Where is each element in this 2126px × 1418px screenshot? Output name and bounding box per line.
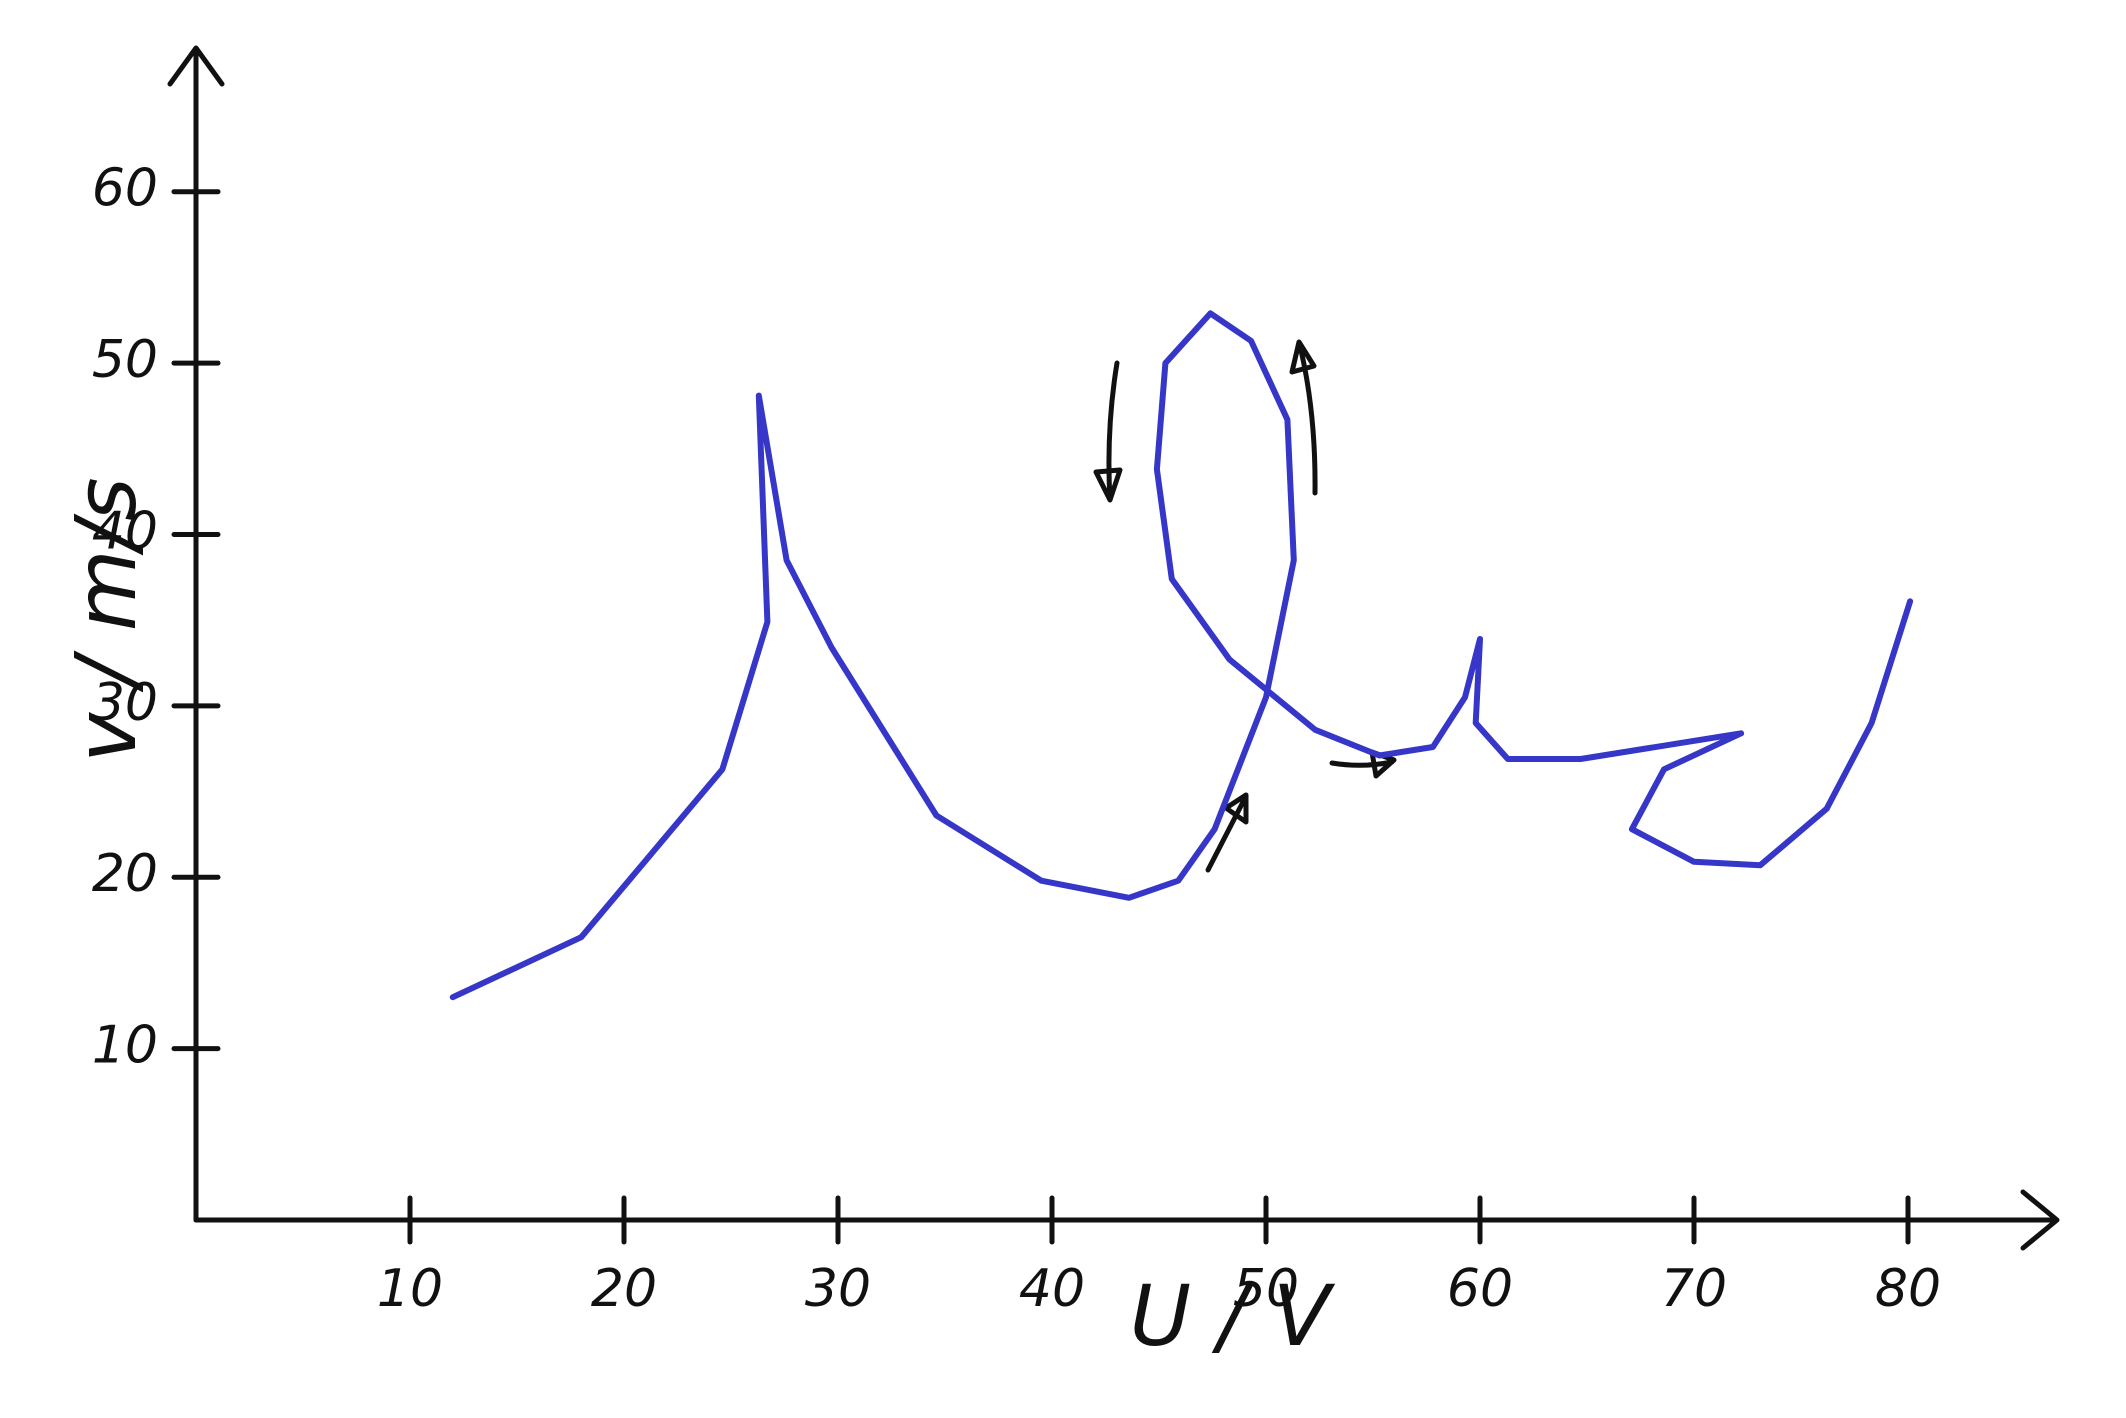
arrow-down bbox=[1093, 360, 1123, 503]
x-tick-label: 60 bbox=[1447, 1259, 1513, 1319]
y-tick-label: 60 bbox=[92, 159, 158, 219]
x-tick-label: 70 bbox=[1661, 1259, 1727, 1319]
data-line bbox=[449, 310, 1914, 1001]
y-tick-label: 40 bbox=[92, 501, 158, 561]
y-tick-label: 30 bbox=[92, 673, 158, 733]
x-tick-label: 10 bbox=[377, 1259, 443, 1319]
y-tick-label: 10 bbox=[92, 1016, 158, 1076]
x-tick-label: 20 bbox=[591, 1259, 657, 1319]
x-tick-label: 50 bbox=[1233, 1259, 1299, 1319]
y-axis bbox=[167, 45, 225, 1223]
y-axis-label: v / m/s bbox=[57, 477, 155, 762]
y-tick-label: 20 bbox=[92, 844, 158, 904]
x-axis-label: U / V bbox=[1130, 1267, 1336, 1365]
x-tick-label: 80 bbox=[1875, 1259, 1941, 1319]
y-tick-label: 50 bbox=[92, 330, 158, 390]
arrow-diagonal bbox=[1205, 792, 1249, 873]
direction-arrows bbox=[1093, 339, 1397, 873]
x-tick-label: 40 bbox=[1019, 1259, 1085, 1319]
x-tick-label: 30 bbox=[805, 1259, 871, 1319]
x-axis bbox=[193, 1189, 2060, 1251]
arrow-up bbox=[1289, 339, 1318, 496]
